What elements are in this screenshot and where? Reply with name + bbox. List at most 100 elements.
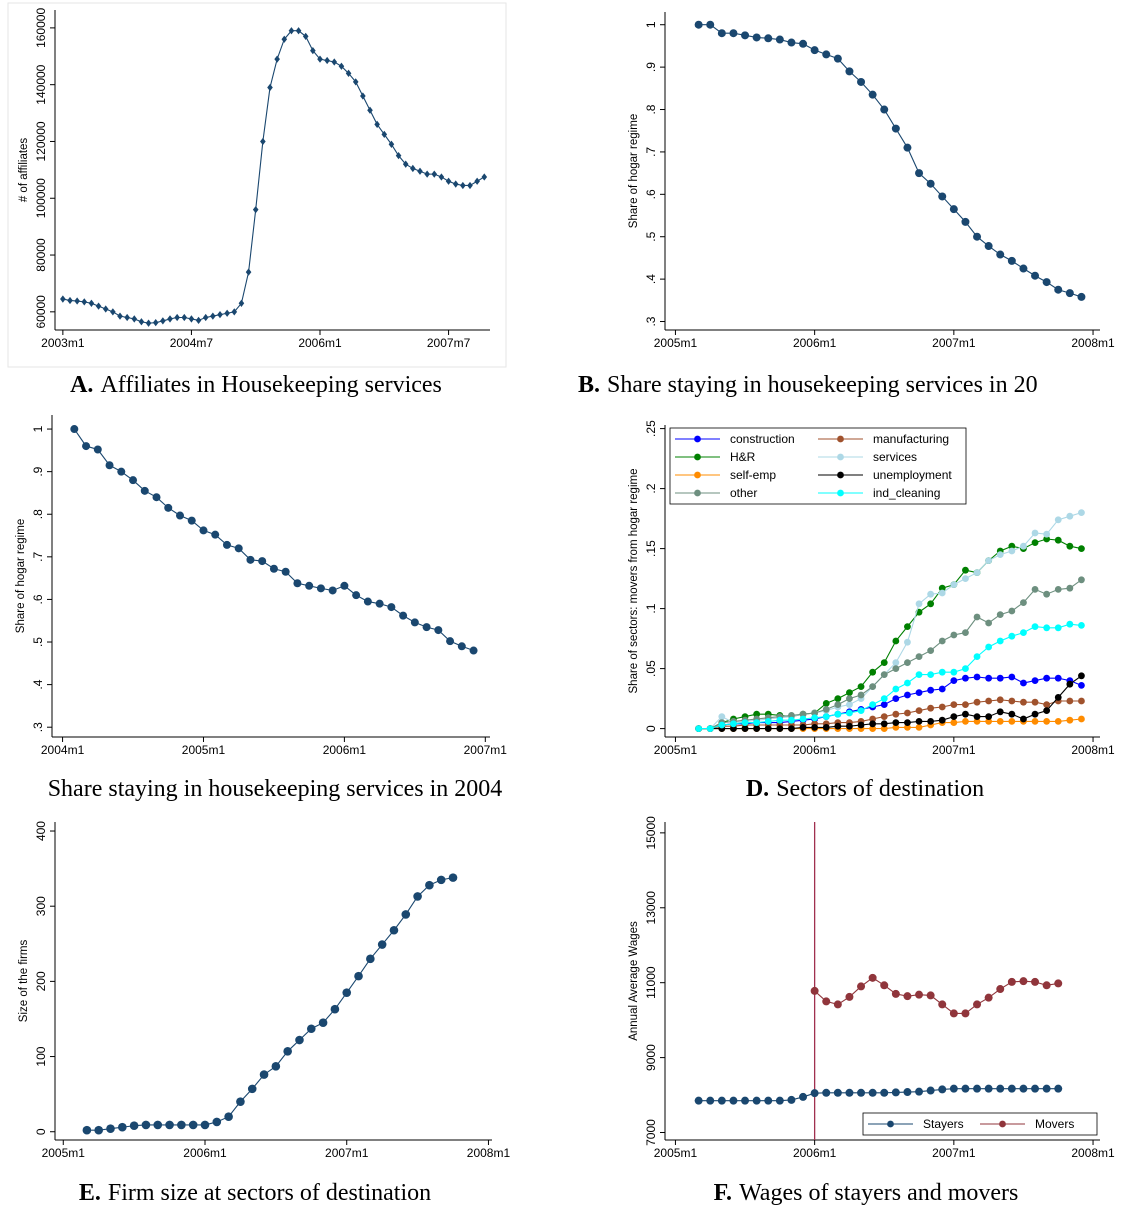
marker	[869, 720, 877, 728]
marker	[1043, 535, 1051, 543]
marker	[110, 308, 116, 316]
marker	[1008, 710, 1016, 718]
marker	[996, 611, 1004, 618]
marker	[984, 242, 993, 251]
series-line	[698, 623, 1082, 730]
marker	[410, 618, 419, 627]
y-tick-label: 100	[34, 1046, 48, 1066]
marker	[82, 1125, 92, 1135]
legend-label: ind_cleaning	[873, 486, 940, 500]
marker	[938, 584, 946, 592]
marker	[787, 1095, 796, 1104]
marker	[267, 83, 273, 92]
marker	[741, 725, 749, 732]
marker	[474, 177, 480, 185]
marker	[138, 318, 145, 326]
marker	[880, 671, 888, 678]
marker	[1008, 697, 1016, 705]
marker	[915, 990, 924, 999]
marker	[1054, 718, 1062, 725]
marker	[938, 589, 946, 597]
marker	[1020, 599, 1027, 606]
y-tick-label: .9	[31, 466, 45, 476]
x-tick-label: 2008m1	[1071, 743, 1115, 757]
caption: F. Wages of stayers and movers	[714, 1180, 1019, 1206]
y-tick-label: 100000	[34, 178, 48, 218]
y-tick-label: 160000	[34, 8, 48, 48]
marker	[1020, 629, 1027, 636]
marker	[1078, 622, 1085, 629]
marker	[837, 471, 844, 479]
marker	[846, 695, 853, 702]
caption: Share staying in housekeeping services i…	[48, 776, 503, 802]
marker	[413, 892, 422, 901]
marker	[799, 710, 807, 718]
marker	[880, 695, 888, 702]
marker	[1007, 977, 1016, 986]
marker	[434, 626, 443, 635]
marker	[915, 671, 923, 678]
marker	[395, 152, 402, 160]
marker	[481, 173, 488, 181]
marker	[1066, 620, 1074, 628]
marker	[165, 1120, 174, 1130]
marker	[868, 1088, 877, 1097]
marker	[845, 992, 854, 1001]
series-line	[62, 30, 485, 324]
y-tick-label: .5	[644, 231, 658, 241]
x-tick-label: 2005m1	[42, 1146, 86, 1160]
marker	[389, 925, 399, 935]
marker	[717, 29, 726, 38]
marker	[996, 985, 1005, 994]
marker	[1078, 672, 1085, 680]
marker	[776, 716, 784, 724]
marker	[195, 316, 202, 324]
x-tick-label: 2006m1	[793, 1146, 837, 1160]
marker	[217, 311, 223, 319]
y-tick-label: 9000	[644, 1044, 658, 1071]
marker	[962, 710, 969, 718]
y-tick-label: .1	[644, 603, 658, 613]
marker	[869, 725, 877, 732]
caption: D. Sectors of destination	[746, 776, 984, 802]
marker	[1043, 624, 1051, 632]
marker	[880, 981, 889, 990]
marker	[775, 1096, 784, 1105]
x-tick-label: 2007m1	[325, 1146, 369, 1160]
marker	[452, 180, 459, 188]
marker	[160, 317, 166, 325]
marker	[845, 67, 854, 76]
marker	[799, 715, 807, 723]
marker	[892, 724, 900, 731]
marker	[274, 55, 280, 63]
marker	[288, 27, 295, 35]
marker	[985, 697, 993, 705]
marker	[1043, 674, 1051, 682]
x-tick-label: 2004m7	[170, 336, 214, 350]
marker	[199, 526, 208, 535]
marker	[238, 299, 245, 307]
y-tick-label: 7000	[644, 1119, 658, 1146]
marker	[381, 130, 388, 139]
marker	[153, 1120, 163, 1130]
legend-label: unemployment	[873, 468, 952, 482]
marker	[915, 600, 923, 608]
x-tick-label: 2004m1	[41, 743, 85, 757]
marker	[295, 27, 302, 35]
marker	[973, 232, 982, 241]
y-tick-label: 0	[644, 725, 658, 732]
marker	[904, 724, 911, 731]
marker	[996, 674, 1004, 682]
marker	[317, 55, 323, 63]
marker	[1008, 607, 1016, 615]
marker	[949, 205, 958, 214]
marker	[310, 46, 316, 55]
marker	[354, 971, 363, 981]
marker	[973, 569, 981, 576]
legend-label: services	[873, 450, 917, 464]
marker	[985, 713, 993, 720]
marker	[417, 167, 423, 175]
marker	[996, 696, 1004, 704]
marker	[985, 674, 993, 682]
marker	[1043, 718, 1051, 725]
